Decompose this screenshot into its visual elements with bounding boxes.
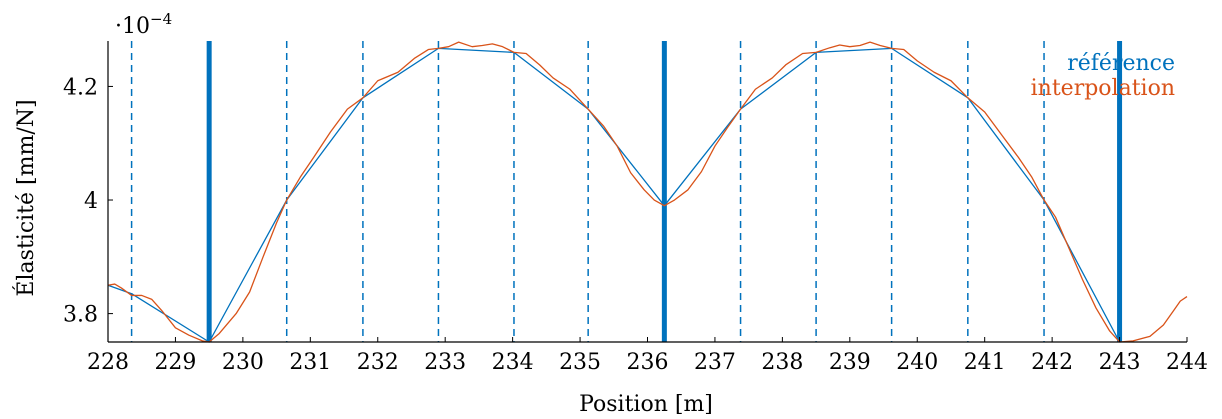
y-tick-label-3.8: 3.8 [63, 303, 98, 328]
x-tick-label-238: 238 [761, 350, 803, 375]
y-axis-label: Élasticité [mm/N] [12, 99, 39, 296]
series-line-interpolation [107, 41, 1188, 343]
x-tick-label-240: 240 [896, 350, 938, 375]
x-tick-label-233: 233 [424, 350, 466, 375]
x-tick-label-236: 236 [627, 350, 669, 375]
legend: référence interpolation [1031, 51, 1175, 101]
legend-entry-interpolation: interpolation [1031, 76, 1175, 101]
vertical-markers [130, 41, 1123, 342]
x-tick-label-228: 228 [87, 350, 129, 375]
x-tick-label-229: 229 [154, 350, 196, 375]
x-tick-label-231: 231 [289, 350, 331, 375]
y-tick-label-4: 4 [84, 189, 98, 214]
x-tick-label-242: 242 [1031, 350, 1073, 375]
y-tick-label-4.2: 4.2 [63, 75, 98, 100]
y-ticks: 3.8 4 4.2 [63, 75, 113, 328]
x-tick-label-235: 235 [559, 350, 601, 375]
x-tick-label-232: 232 [357, 350, 399, 375]
x-tick-label-239: 239 [829, 350, 871, 375]
x-axis-label: Position [m] [579, 392, 713, 417]
x-ticks: 228 229 230 231 232 233 234 235 236 237 238 239 240 2… [87, 337, 1208, 375]
axes [107, 41, 1187, 343]
x-tick-label-237: 237 [694, 350, 736, 375]
x-tick-label-244: 244 [1166, 350, 1208, 375]
x-tick-label-230: 230 [222, 350, 264, 375]
legend-entry-reference: référence [1067, 51, 1175, 76]
series-layer [107, 41, 1188, 343]
y-scale-note: ·10−4 [115, 10, 172, 39]
x-tick-label-234: 234 [492, 350, 534, 375]
x-tick-label-241: 241 [964, 350, 1006, 375]
x-tick-label-243: 243 [1099, 350, 1141, 375]
